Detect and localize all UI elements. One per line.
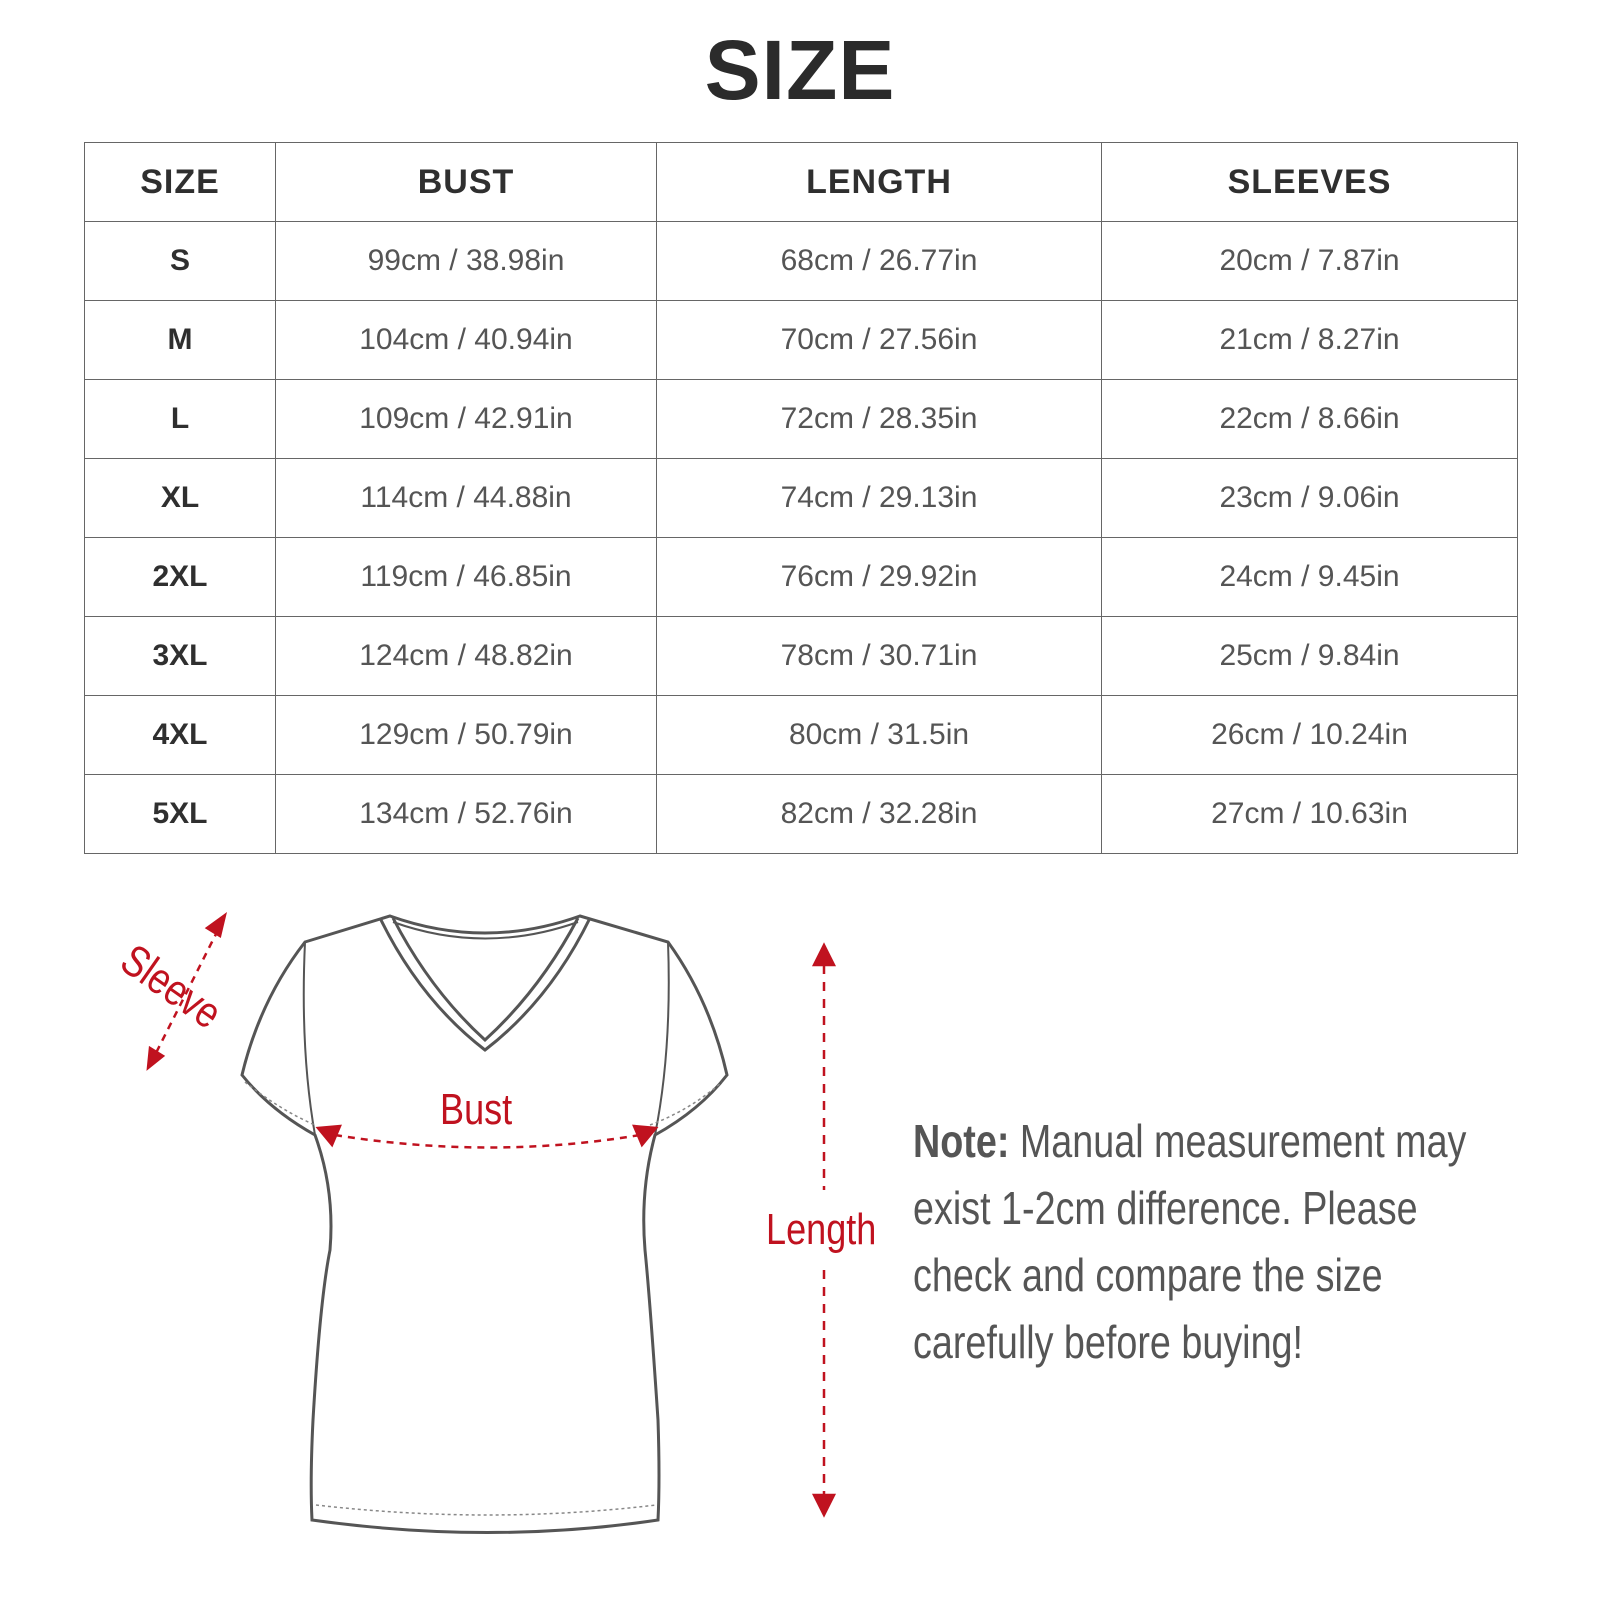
note-label: Note: bbox=[913, 1115, 1010, 1167]
cell-length: 74cm / 29.13in bbox=[656, 458, 1102, 538]
cell-size: S bbox=[84, 221, 276, 301]
table-row: 2XL 119cm / 46.85in 76cm / 29.92in 24cm / 9… bbox=[84, 537, 1518, 617]
cell-sleeves: 21cm / 8.27in bbox=[1101, 300, 1518, 380]
note-text: Note: Manual measurement may exist 1-2cm… bbox=[913, 1108, 1520, 1376]
cell-bust: 134cm / 52.76in bbox=[275, 774, 657, 854]
header-bust: BUST bbox=[275, 142, 657, 222]
cell-sleeves: 20cm / 7.87in bbox=[1101, 221, 1518, 301]
cell-sleeves: 25cm / 9.84in bbox=[1101, 616, 1518, 696]
cell-sleeves: 26cm / 10.24in bbox=[1101, 695, 1518, 775]
cell-bust: 109cm / 42.91in bbox=[275, 379, 657, 459]
cell-size: 5XL bbox=[84, 774, 276, 854]
cell-size: M bbox=[84, 300, 276, 380]
size-table: SIZE BUST LENGTH SLEEVES S 99cm / 38.98in… bbox=[84, 142, 1518, 854]
header-length: LENGTH bbox=[656, 142, 1102, 222]
cell-bust: 129cm / 50.79in bbox=[275, 695, 657, 775]
cell-size: 4XL bbox=[84, 695, 276, 775]
cell-length: 70cm / 27.56in bbox=[656, 300, 1102, 380]
cell-length: 82cm / 32.28in bbox=[656, 774, 1102, 854]
cell-length: 72cm / 28.35in bbox=[656, 379, 1102, 459]
cell-bust: 119cm / 46.85in bbox=[275, 537, 657, 617]
note-body: Manual measurement may exist 1-2cm diffe… bbox=[913, 1115, 1467, 1368]
header-size: SIZE bbox=[84, 142, 276, 222]
cell-length: 76cm / 29.92in bbox=[656, 537, 1102, 617]
page-title: SIZE bbox=[704, 23, 896, 117]
cell-length: 68cm / 26.77in bbox=[656, 221, 1102, 301]
cell-sleeves: 24cm / 9.45in bbox=[1101, 537, 1518, 617]
tshirt-diagram bbox=[146, 912, 837, 1534]
table-row: 5XL 134cm / 52.76in 82cm / 32.28in 27cm / 1… bbox=[84, 774, 1518, 854]
cell-sleeves: 27cm / 10.63in bbox=[1101, 774, 1518, 854]
table-row: L 109cm / 42.91in 72cm / 28.35in 22cm / 8.6… bbox=[84, 379, 1518, 459]
cell-size: L bbox=[84, 379, 276, 459]
table-row: XL 114cm / 44.88in 74cm / 29.13in 23cm / 9.… bbox=[84, 458, 1518, 538]
table-row: S 99cm / 38.98in 68cm / 26.77in 20cm / 7.87… bbox=[84, 221, 1518, 301]
cell-sleeves: 22cm / 8.66in bbox=[1101, 379, 1518, 459]
length-label: Length bbox=[766, 1205, 877, 1254]
table-row: M 104cm / 40.94in 70cm / 27.56in 21cm / 8.2… bbox=[84, 300, 1518, 380]
cell-size: XL bbox=[84, 458, 276, 538]
cell-length: 80cm / 31.5in bbox=[656, 695, 1102, 775]
bust-label: Bust bbox=[440, 1085, 513, 1134]
table-header-row: SIZE BUST LENGTH SLEEVES bbox=[84, 142, 1518, 222]
bust-measure-arrow-icon bbox=[315, 1124, 659, 1149]
tshirt-outline-icon bbox=[240, 914, 729, 1534]
table-row: 4XL 129cm / 50.79in 80cm / 31.5in 26cm / 10… bbox=[84, 695, 1518, 775]
cell-bust: 124cm / 48.82in bbox=[275, 616, 657, 696]
header-sleeves: SLEEVES bbox=[1101, 142, 1518, 222]
cell-bust: 99cm / 38.98in bbox=[275, 221, 657, 301]
cell-size: 3XL bbox=[84, 616, 276, 696]
sleeve-measure-arrow-icon bbox=[146, 912, 227, 1071]
cell-bust: 114cm / 44.88in bbox=[275, 458, 657, 538]
length-measure-arrow-icon bbox=[811, 942, 837, 1518]
cell-bust: 104cm / 40.94in bbox=[275, 300, 657, 380]
cell-size: 2XL bbox=[84, 537, 276, 617]
table-row: 3XL 124cm / 48.82in 78cm / 30.71in 25cm / 9… bbox=[84, 616, 1518, 696]
cell-length: 78cm / 30.71in bbox=[656, 616, 1102, 696]
cell-sleeves: 23cm / 9.06in bbox=[1101, 458, 1518, 538]
